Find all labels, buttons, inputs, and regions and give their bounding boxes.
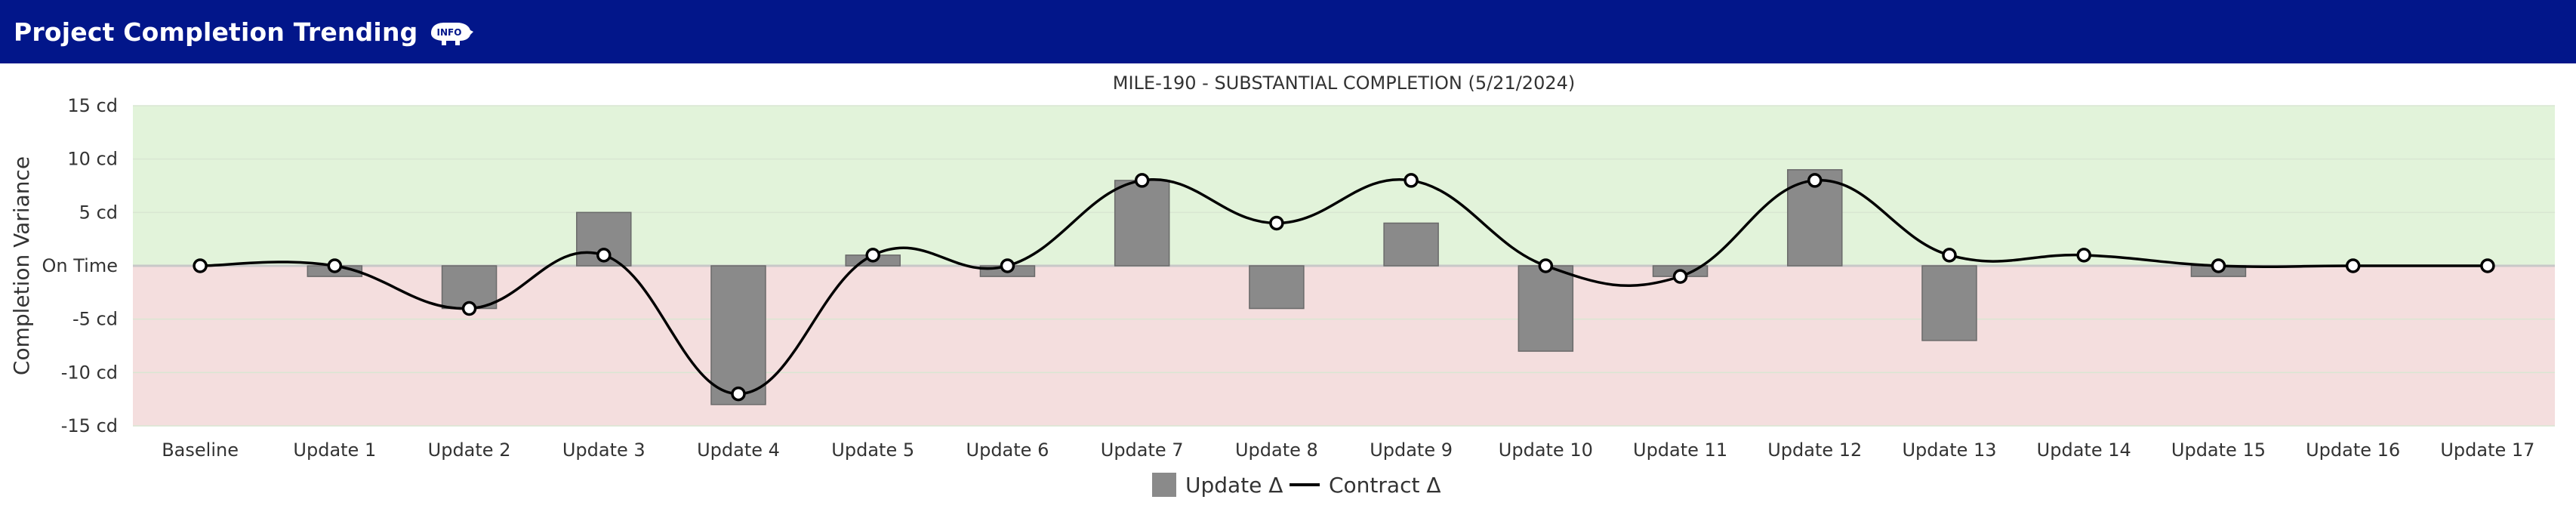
x-tick-label: Update 3 [562,439,646,461]
x-tick-label: Update 7 [1101,439,1184,461]
y-tick-label: 15 cd [67,95,118,116]
y-axis-label: Completion Variance [9,156,34,375]
x-tick-label: Update 6 [966,439,1049,461]
y-tick-label: -15 cd [61,415,118,436]
x-tick-label: Update 17 [2440,439,2534,461]
contract-delta-point[interactable] [193,258,208,273]
info-icon[interactable]: INFO [427,17,475,47]
x-tick-label: Update 2 [428,439,511,461]
update-delta-bar[interactable] [1921,265,1977,341]
contract-delta-point[interactable] [2480,258,2495,273]
x-tick-labels: Baseline Update 1 Update 2 Update 3 Update 4… [162,439,2534,461]
legend-bar-swatch[interactable] [1152,473,1176,497]
x-tick-label: Update 10 [1499,439,1593,461]
variance-bands [133,106,2555,426]
contract-delta-point[interactable] [1134,173,1150,188]
contract-delta-point[interactable] [865,248,880,263]
x-tick-label: Update 12 [1767,439,1862,461]
y-tick-label: 10 cd [67,149,118,170]
update-delta-bar[interactable] [1383,222,1439,267]
x-tick-label: Update 15 [2171,439,2266,461]
update-delta-bar[interactable] [1114,180,1170,267]
update-delta-bar[interactable] [576,211,632,267]
gridlines [133,105,2555,427]
update-delta-bar[interactable] [710,265,766,405]
contract-delta-point[interactable] [2076,248,2091,263]
header-bar: Project Completion Trending INFO [0,0,2576,63]
y-tick-label: -10 cd [61,362,118,383]
x-tick-label: Update 4 [697,439,780,461]
x-tick-label: Baseline [162,439,239,461]
x-tick-label: Update 8 [1235,439,1318,461]
completion-chart: MILE-190 - SUBSTANTIAL COMPLETION (5/21/… [9,72,2555,498]
contract-delta-point[interactable] [2345,258,2361,273]
contract-delta-point[interactable] [1672,269,1688,284]
legend-update-delta[interactable]: Update Δ [1185,473,1283,498]
contract-delta-points [193,173,2495,402]
legend: Update Δ Contract Δ [1152,473,1441,498]
contract-delta-point[interactable] [1269,215,1284,231]
contract-delta-point[interactable] [1404,173,1419,188]
contract-delta-point[interactable] [327,258,343,273]
x-tick-label: Update 11 [1633,439,1727,461]
contract-delta-point[interactable] [596,248,612,263]
legend-contract-delta[interactable]: Contract Δ [1329,473,1441,498]
chart-title: MILE-190 - SUBSTANTIAL COMPLETION (5/21/… [1113,72,1575,94]
contract-delta-point[interactable] [1000,258,1015,273]
x-tick-label: Update 13 [1902,439,1996,461]
update-delta-bar[interactable] [1249,265,1305,310]
y-tick-label: On Time [42,255,118,276]
y-tick-labels: 15 cd 10 cd 5 cd On Time -5 cd -10 cd -15 cd [42,95,118,436]
page-title: Project Completion Trending [14,17,418,47]
svg-text:INFO: INFO [437,27,462,38]
contract-delta-point[interactable] [2211,258,2226,273]
contract-delta-point[interactable] [1538,258,1554,273]
y-tick-label: -5 cd [72,309,118,330]
contract-delta-point[interactable] [1807,173,1823,188]
contract-delta-point[interactable] [461,301,477,316]
x-tick-label: Update 5 [831,439,914,461]
contract-delta-point[interactable] [731,386,746,402]
y-tick-label: 5 cd [79,202,118,223]
update-delta-bar[interactable] [1518,265,1574,352]
x-tick-label: Update 9 [1370,439,1453,461]
x-tick-label: Update 1 [293,439,376,461]
ahead-band [133,106,2555,266]
contract-delta-point[interactable] [1942,248,1957,263]
x-tick-label: Update 16 [2306,439,2400,461]
x-tick-label: Update 14 [2037,439,2131,461]
behind-band [133,266,2555,426]
